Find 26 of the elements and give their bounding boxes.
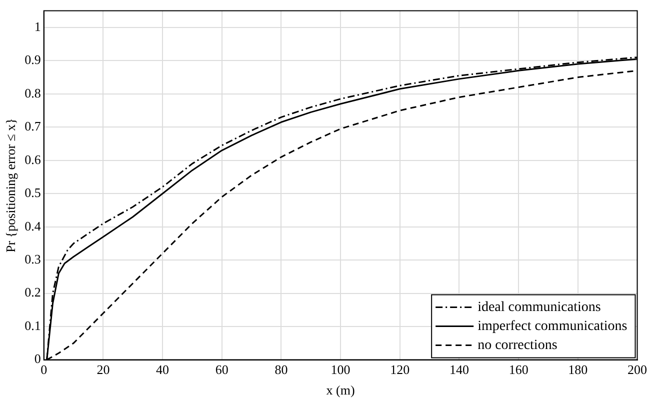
x-tick-label: 160 <box>508 362 528 378</box>
y-tick-label: 0.7 <box>24 118 42 134</box>
x-tick-label: 20 <box>96 362 110 378</box>
x-axis-title: x (m) <box>326 382 355 398</box>
y-tick-label: 0.6 <box>24 152 42 167</box>
x-tick-label: 60 <box>215 362 228 378</box>
y-tick-label: 1 <box>34 18 41 34</box>
y-tick-label: 0.8 <box>24 85 41 100</box>
y-tick-label: 0.9 <box>24 52 41 68</box>
y-tick-label: 0.4 <box>24 218 42 234</box>
y-tick-label: 0 <box>34 351 41 366</box>
y-tick-label: 0.3 <box>24 252 41 267</box>
y-tick-label: 0.1 <box>24 318 41 333</box>
x-tick-label: 180 <box>568 362 588 378</box>
legend-label: ideal communications <box>478 300 601 315</box>
y-tick-label: 0.2 <box>24 284 41 300</box>
y-axis-title: Pr {positioning error ≤ x} <box>3 118 18 253</box>
x-tick-label: 100 <box>330 362 350 378</box>
legend-label: no corrections <box>478 338 558 353</box>
legend-label: imperfect communications <box>478 318 628 334</box>
x-tick-label: 120 <box>390 362 410 378</box>
x-tick-label: 140 <box>449 362 469 378</box>
x-tick-label: 200 <box>628 362 647 378</box>
x-tick-label: 40 <box>156 362 170 378</box>
x-tick-label: 80 <box>274 362 288 378</box>
y-tick-label: 0.5 <box>24 185 41 200</box>
